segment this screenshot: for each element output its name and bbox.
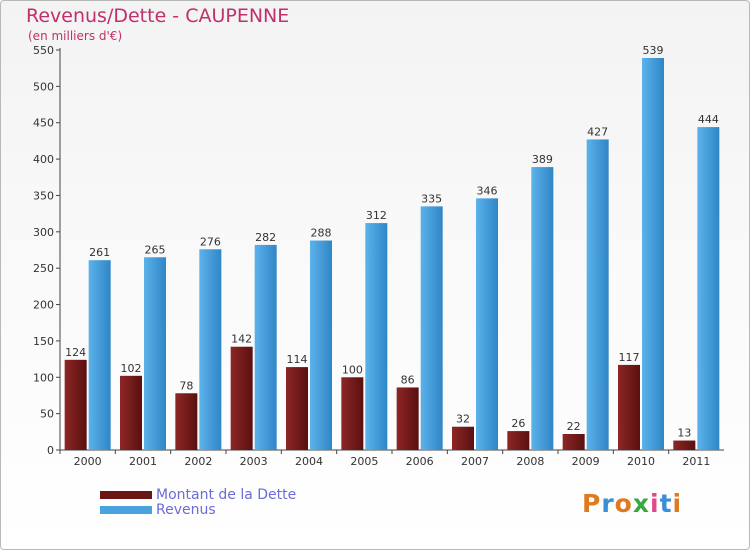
x-tick-label: 2006 [406,455,434,468]
bar-debt [341,377,364,450]
data-label-debt: 26 [511,417,525,430]
x-tick-label: 2007 [461,455,489,468]
data-label-debt: 22 [567,420,581,433]
bar-debt [64,359,87,450]
data-label-revenue: 444 [698,113,719,126]
x-tick-label: 2003 [240,455,268,468]
bar-debt [175,393,198,450]
data-label-revenue: 427 [587,125,608,138]
legend-label-revenue: Revenus [156,502,216,518]
bar-debt [396,387,419,450]
y-tick-label: 550 [33,44,54,57]
data-label-debt: 142 [231,333,252,346]
data-label-revenue: 282 [255,231,276,244]
bar-debt [507,431,530,450]
logo-letter: x [632,489,650,518]
data-label-debt: 100 [342,363,363,376]
y-tick-label: 100 [33,371,54,384]
x-tick-label: 2000 [74,455,102,468]
proxiti-logo: Proxiti [582,489,682,518]
y-tick-label: 200 [33,299,54,312]
bar-revenue [365,223,388,450]
y-tick-label: 250 [33,262,54,275]
data-label-revenue: 335 [421,192,442,205]
logo-letter: r [601,489,615,518]
data-label-revenue: 539 [643,44,664,57]
bar-revenue [199,249,222,450]
y-tick-label: 450 [33,117,54,130]
legend-label-debt: Montant de la Dette [156,487,297,503]
data-label-debt: 32 [456,413,470,426]
chart-subtitle: (en milliers d'€) [28,29,123,43]
legend-swatch-revenue [100,506,152,514]
data-label-debt: 13 [677,427,691,440]
x-tick-label: 2008 [516,455,544,468]
legend-swatch-debt [100,491,152,499]
bar-debt [452,426,474,450]
data-label-revenue: 288 [311,227,332,240]
data-label-revenue: 346 [477,184,498,197]
data-label-revenue: 389 [532,153,553,166]
data-label-revenue: 265 [145,243,166,256]
y-tick-label: 500 [33,80,54,93]
y-tick-label: 150 [33,335,54,348]
data-label-debt: 86 [401,373,415,386]
bar-revenue [310,240,332,450]
bar-debt [562,434,585,450]
bar-debt [120,375,142,450]
y-tick-label: 400 [33,153,54,166]
logo-letter: t [659,489,673,518]
x-tick-label: 2011 [682,455,710,468]
bar-revenue [144,257,166,450]
x-tick-label: 2002 [184,455,212,468]
chart-title: Revenus/Dette - CAUPENNE [26,5,290,27]
bar-revenue [642,58,664,450]
data-label-revenue: 261 [89,246,110,259]
bar-revenue [697,127,720,450]
y-tick-label: 50 [40,408,54,421]
data-label-debt: 117 [619,351,640,364]
data-label-revenue: 312 [366,209,387,222]
bar-debt [230,346,253,450]
data-label-debt: 124 [65,346,86,359]
bar-revenue [531,167,554,450]
x-tick-label: 2005 [350,455,378,468]
bar-revenue [586,139,609,451]
bar-revenue [88,260,111,450]
bar-debt [286,367,308,450]
logo-letter: i [672,489,683,518]
data-label-debt: 114 [287,353,308,366]
logo-letter: P [582,489,602,518]
bar-revenue [476,198,498,450]
bar-debt [673,440,696,450]
x-tick-label: 2010 [627,455,655,468]
y-tick-label: 300 [33,226,54,239]
data-label-debt: 102 [121,362,142,375]
legend-item-debt: Montant de la Dette [100,487,296,503]
y-tick-label: 0 [47,444,54,457]
x-tick-label: 2001 [129,455,157,468]
logo-letter: o [614,489,633,518]
x-tick-label: 2004 [295,455,323,468]
y-tick-label: 350 [33,189,54,202]
legend-item-revenue: Revenus [100,502,216,518]
bar-debt [618,364,640,450]
x-tick-label: 2009 [572,455,600,468]
bar-revenue [254,244,277,450]
logo-letter: i [650,489,660,518]
bar-revenue [420,206,443,450]
data-label-debt: 78 [179,379,193,392]
data-label-revenue: 276 [200,235,221,248]
